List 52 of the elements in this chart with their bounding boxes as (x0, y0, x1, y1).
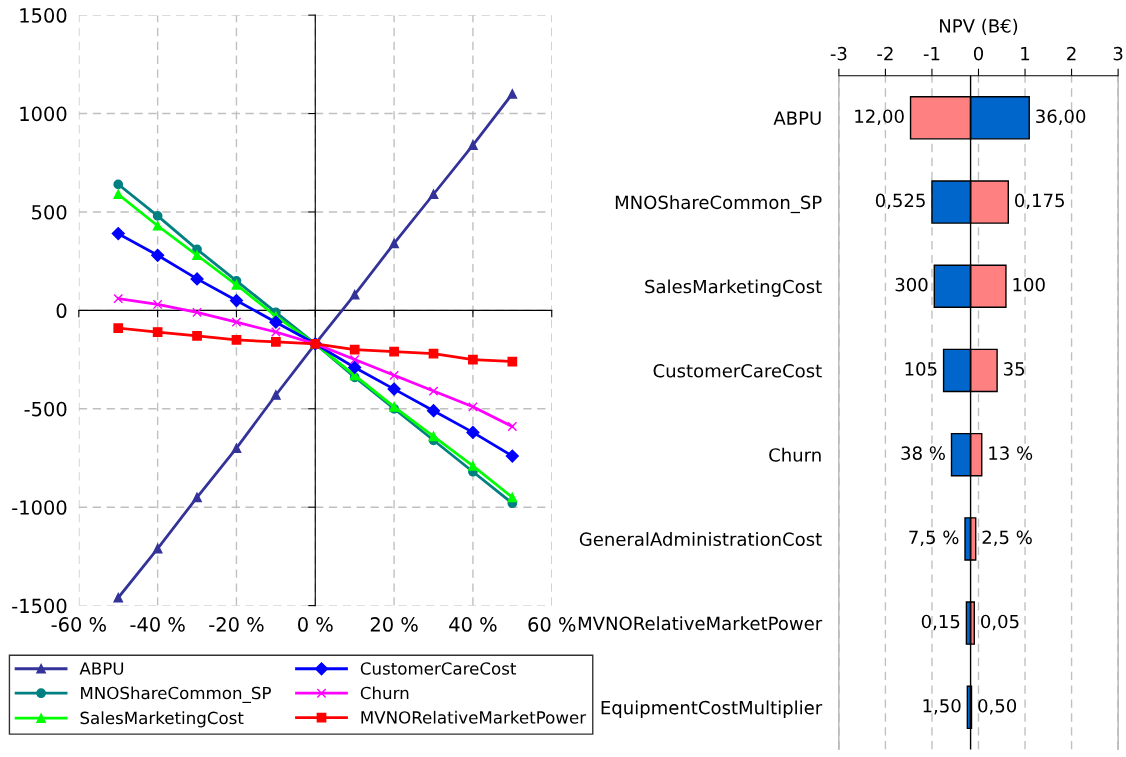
legend-label: SalesMarketingCost (80, 711, 244, 728)
y-tick-label: SalesMarketingCost (645, 279, 822, 297)
legend-label: CustomerCareCost (360, 662, 517, 675)
annotation: 0,175 (1015, 193, 1064, 210)
annotation: 0,50 (978, 698, 1017, 715)
x-tick-label: -2 (877, 46, 893, 61)
annotation: 0,05 (981, 614, 1019, 631)
x-tick-label: -1 (923, 46, 940, 61)
annotation: 7,5 % (909, 530, 959, 546)
x-tick-label: -40 % (130, 617, 185, 632)
y-tick-label: 0 (56, 303, 67, 319)
y-tick-label: EquipmentCostMultiplier (601, 700, 823, 718)
y-tick-label: 500 (32, 204, 67, 220)
annotation: 35 (1004, 362, 1025, 376)
y-tick-label: MVNORelativeMarketPower (578, 616, 823, 631)
annotation: 36,00 (1036, 109, 1086, 125)
x-tick-label: 0 % (298, 617, 333, 632)
legend-label: MVNORelativeMarketPower (361, 710, 587, 724)
y-tick-label: 1500 (20, 8, 67, 23)
annotation: 300 (895, 277, 928, 292)
y-tick-label: Churn (769, 447, 821, 462)
y-tick-label: 1000 (20, 106, 67, 122)
y-tick-label: ABPU (773, 111, 821, 125)
annotation: 38 % (901, 446, 945, 460)
legend-label: MNOShareCommon_SP (81, 686, 271, 703)
y-tick-label: GeneralAdministrationCost (579, 532, 822, 547)
annotation: 0,15 (921, 614, 960, 631)
annotation: 0,525 (875, 193, 925, 210)
x-tick-label: 0 (973, 46, 984, 61)
x-tick-label: -3 (830, 46, 847, 61)
x-tick-label: -60 % (51, 617, 106, 632)
y-tick-label: -500 (24, 401, 67, 417)
y-tick-label: -1000 (12, 500, 67, 515)
x-tick-label: 2 (1067, 46, 1076, 61)
annotation: 2,5 % (982, 530, 1032, 546)
annotation: 100 (1013, 277, 1045, 292)
x-axis-title: NPV (B€) (940, 18, 1018, 35)
y-tick-label: CustomerCareCost (653, 363, 822, 378)
legend-label: ABPU (79, 662, 124, 675)
y-tick-label: MNOShareCommon_SP (615, 195, 822, 214)
legend-label: Churn (360, 686, 409, 700)
annotation: 1,50 (923, 698, 961, 715)
x-tick-label: 1 (1021, 46, 1030, 61)
x-tick-label: 60 % (528, 617, 576, 632)
x-tick-label: 20 % (370, 617, 418, 632)
annotation: 12,00 (855, 109, 904, 125)
x-tick-label: -20 % (209, 617, 264, 632)
annotation: 105 (905, 362, 937, 376)
y-tick-label: -1500 (12, 598, 67, 614)
x-tick-label: 3 (1113, 46, 1123, 61)
x-tick-label: 40 % (449, 617, 497, 632)
annotation: 13 % (989, 446, 1033, 460)
